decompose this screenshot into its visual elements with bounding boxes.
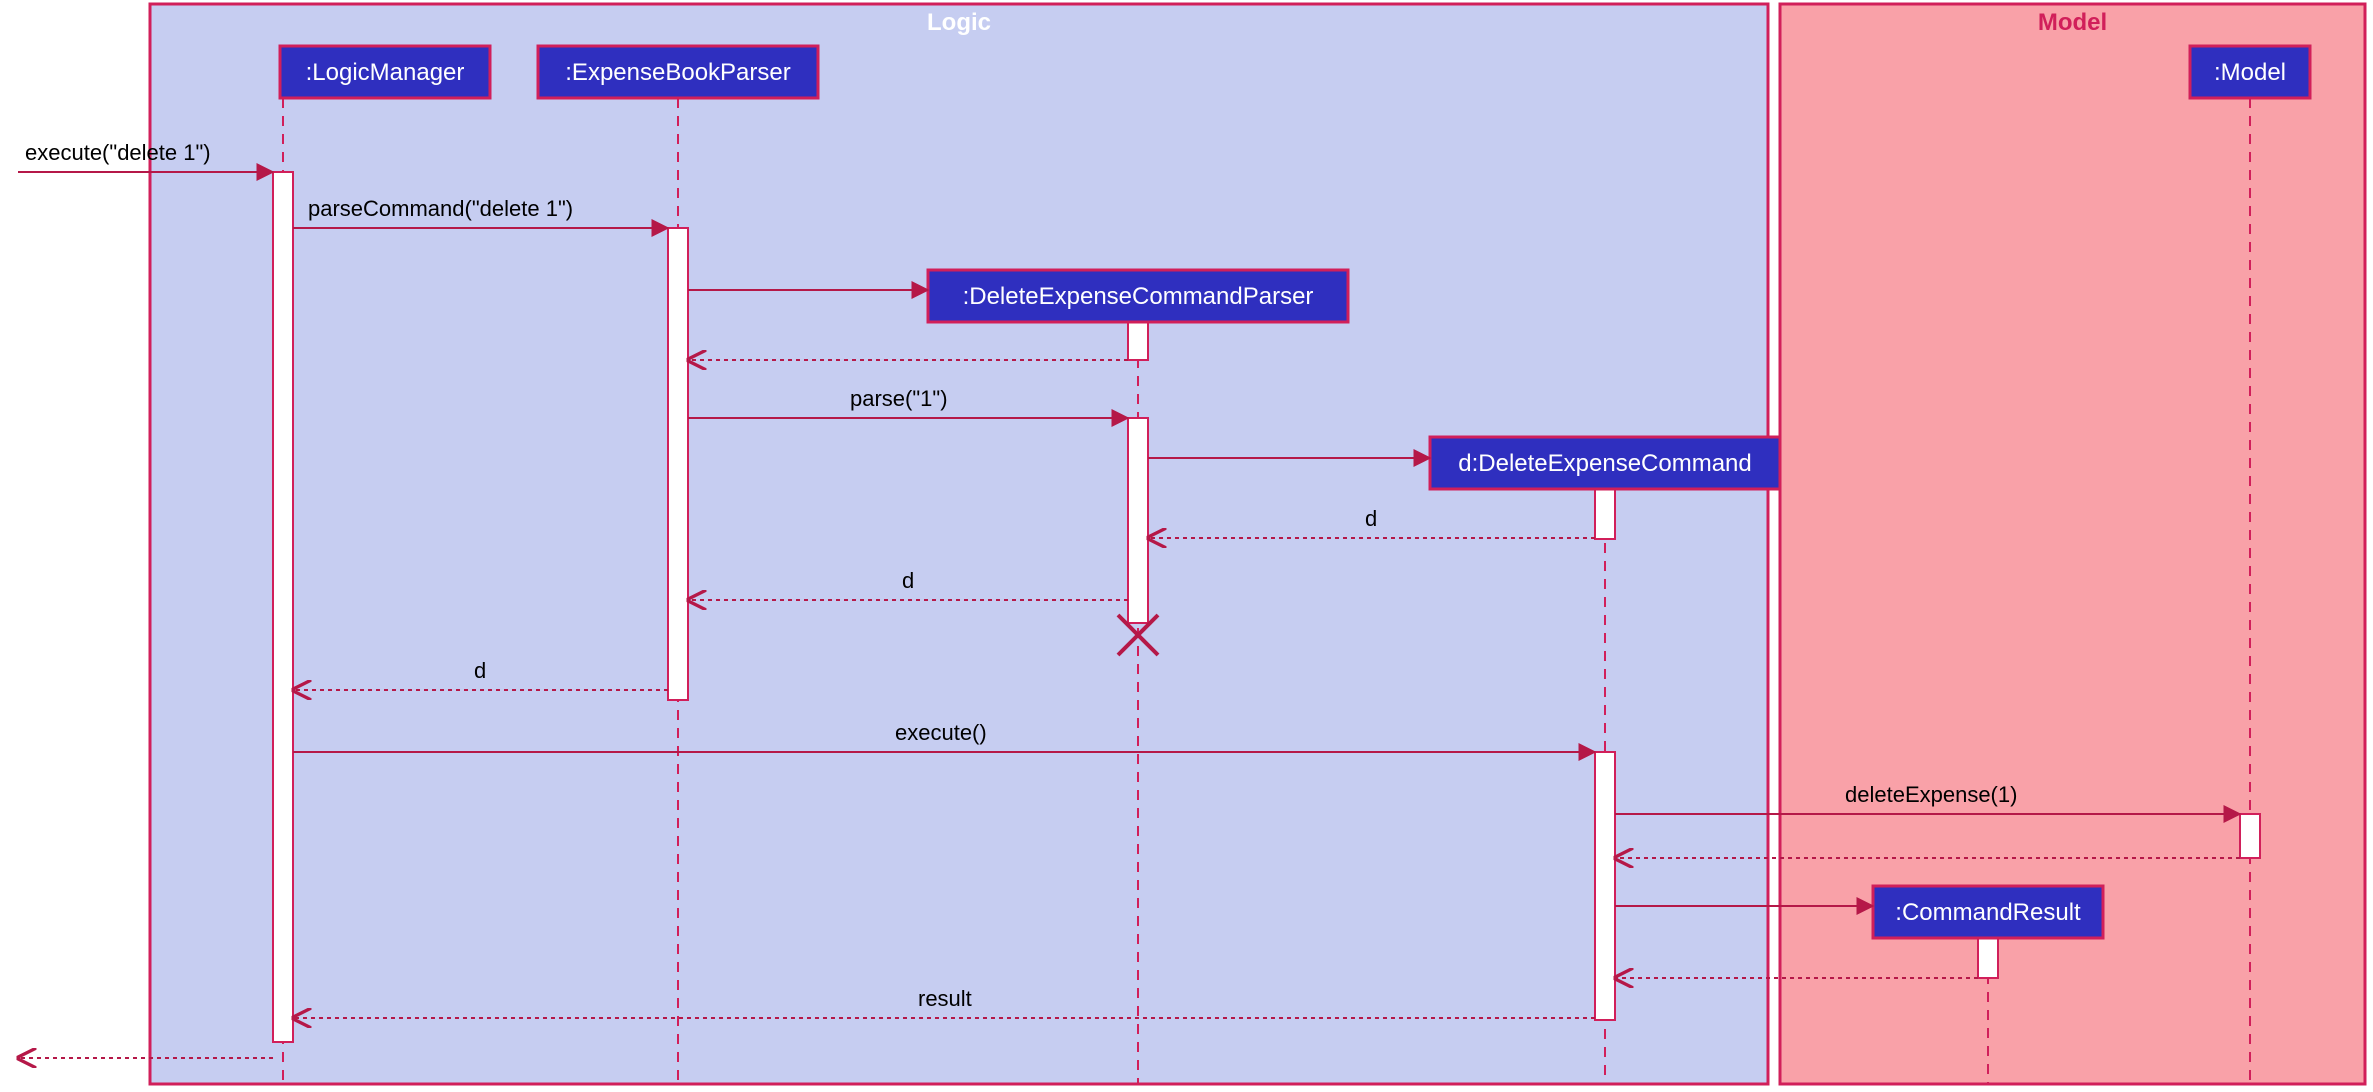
message-label: execute() [895, 720, 987, 745]
message-label: d [474, 658, 486, 683]
participant-label-expense-book-parser: :ExpenseBookParser [565, 59, 790, 86]
logic-frame-title: Logic [927, 9, 991, 36]
sequence-diagram: Logic Model :LogicManager :ExpenseBookParse… [0, 0, 2373, 1092]
activation-model [2240, 814, 2260, 858]
message-label: parseCommand("delete 1") [308, 196, 573, 221]
message-label: d [902, 568, 914, 593]
participant-label-logic-manager: :LogicManager [306, 59, 465, 86]
participant-label-delete-expense-command: d:DeleteExpenseCommand [1458, 450, 1752, 477]
message-label: parse("1") [850, 386, 948, 411]
participant-label-command-result: :CommandResult [1895, 899, 2081, 926]
model-frame-title: Model [2038, 9, 2107, 36]
participant-label-model: :Model [2214, 59, 2286, 86]
message-label: d [1365, 506, 1377, 531]
message-label: execute("delete 1") [25, 140, 211, 165]
activation-deleteParser-parse [1128, 418, 1148, 623]
activation-commandResult [1978, 938, 1998, 978]
activation-deleteCmd-exec [1595, 752, 1615, 1020]
message-label: result [918, 986, 972, 1011]
message-label: deleteExpense(1) [1845, 782, 2017, 807]
participant-label-delete-expense-command-parser: :DeleteExpenseCommandParser [963, 283, 1314, 310]
activation-expenseBookParser [668, 228, 688, 700]
logic-frame [150, 4, 1768, 1084]
activation-logicManager [273, 172, 293, 1042]
activation-deleteCmd-create [1595, 489, 1615, 539]
activation-deleteParser-create [1128, 322, 1148, 360]
